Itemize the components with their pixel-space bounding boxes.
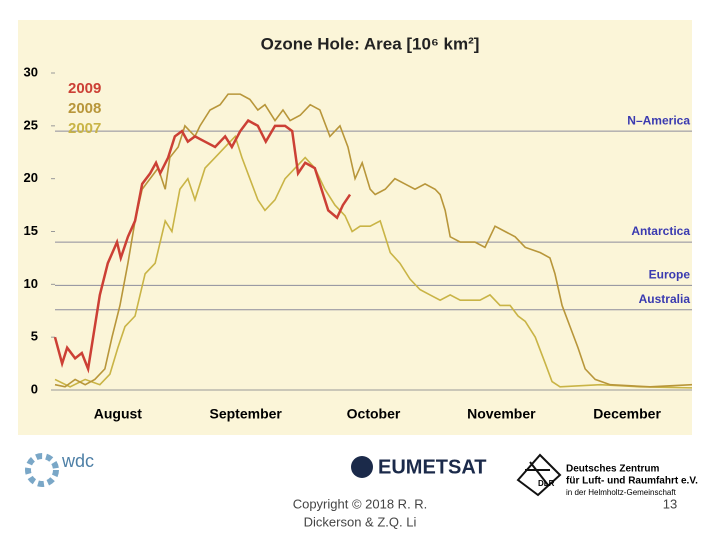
dlr-name: für Luft- und Raumfahrt e.V. bbox=[566, 476, 698, 487]
wdc-icon bbox=[25, 453, 59, 487]
page-number: 13 bbox=[663, 496, 677, 511]
y-tick-label: 0 bbox=[31, 381, 38, 396]
dlr-sub: in der Helmholtz-Gemeinschaft bbox=[566, 488, 677, 497]
dlr-logo: DLR Deutsches Zentrum für Luft- und Raum… bbox=[516, 453, 698, 497]
y-tick-label: 15 bbox=[24, 223, 38, 238]
dlr-name: Deutsches Zentrum bbox=[566, 464, 659, 475]
dlr-icon bbox=[516, 453, 562, 497]
chart-background bbox=[18, 20, 692, 435]
x-tick-label: November bbox=[467, 406, 536, 422]
copyright: Copyright © 2018 R. R. bbox=[293, 496, 428, 511]
reference-label: N–America bbox=[627, 113, 690, 127]
legend-entry: 2008 bbox=[68, 100, 101, 117]
x-tick-label: October bbox=[347, 406, 401, 422]
chart-title: Ozone Hole: Area [10⁶ km²] bbox=[261, 34, 480, 53]
copyright: Dickerson & Z.Q. Li bbox=[304, 514, 417, 529]
legend-entry: 2007 bbox=[68, 120, 101, 137]
x-tick-label: December bbox=[593, 406, 661, 422]
series-line bbox=[53, 118, 352, 374]
y-tick-label: 20 bbox=[24, 170, 38, 185]
reference-label: Antarctica bbox=[631, 224, 690, 238]
eumetsat-icon bbox=[351, 456, 373, 478]
series-line bbox=[54, 93, 693, 388]
reference-label: Europe bbox=[649, 268, 691, 282]
y-tick-label: 30 bbox=[24, 64, 38, 79]
series-line bbox=[54, 134, 693, 389]
eumetsat-text: EUMETSAT bbox=[378, 456, 487, 478]
y-tick-label: 25 bbox=[24, 117, 38, 132]
y-tick-label: 5 bbox=[31, 329, 38, 344]
x-tick-label: August bbox=[94, 406, 143, 422]
eumetsat-logo: EUMETSAT bbox=[351, 456, 487, 478]
reference-label: Australia bbox=[639, 292, 691, 306]
dlr-short: DLR bbox=[538, 479, 555, 488]
y-tick-label: 10 bbox=[24, 276, 38, 291]
legend-entry: 2009 bbox=[68, 80, 101, 97]
x-tick-label: September bbox=[210, 406, 283, 422]
wdc-logo: wdc bbox=[25, 451, 94, 487]
wdc-text: wdc bbox=[61, 451, 94, 471]
